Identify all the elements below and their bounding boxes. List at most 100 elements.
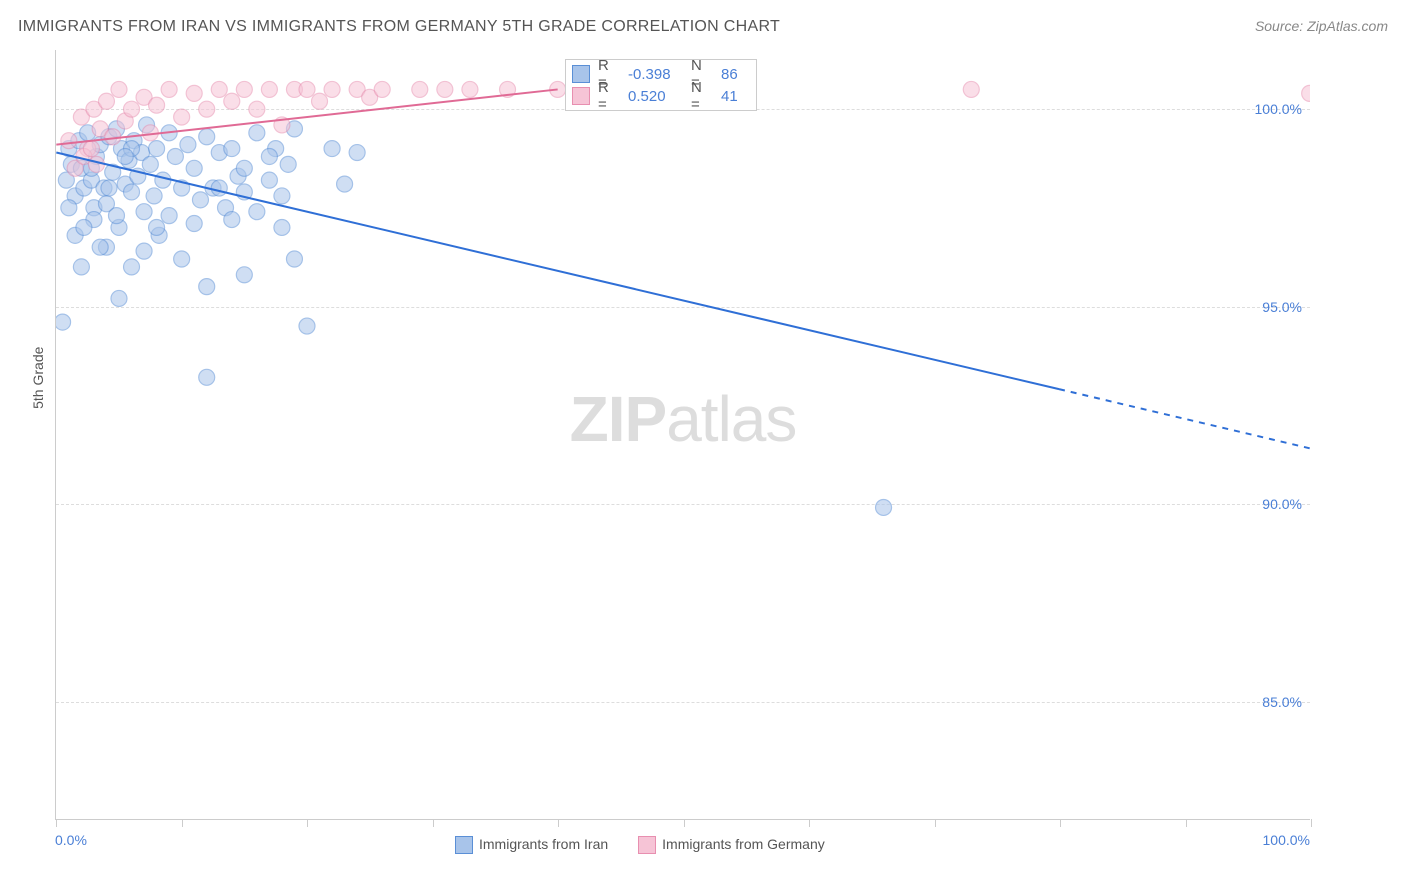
data-point-iran [56, 314, 71, 330]
data-point-germany [83, 141, 99, 157]
data-point-iran [174, 251, 190, 267]
stats-r-value: 0.520 [628, 88, 683, 105]
data-point-iran [136, 204, 152, 220]
data-point-germany [437, 81, 453, 97]
chart-title: IMMIGRANTS FROM IRAN VS IMMIGRANTS FROM … [18, 18, 780, 36]
x-tick [1186, 819, 1187, 827]
data-point-iran [155, 172, 171, 188]
regression-line-dashed-iran [1059, 389, 1310, 448]
data-point-germany [186, 85, 202, 101]
data-point-iran [101, 180, 117, 196]
x-tick [1060, 819, 1061, 827]
data-point-germany [199, 101, 215, 117]
data-point-iran [76, 219, 92, 235]
y-tick-label: 95.0% [1262, 299, 1310, 315]
data-point-iran [286, 251, 302, 267]
data-point-germany [261, 81, 277, 97]
data-point-germany [1302, 85, 1310, 101]
x-tick [433, 819, 434, 827]
stats-row-germany: R =0.520N =41 [572, 85, 746, 107]
data-point-iran [111, 290, 127, 306]
x-tick [307, 819, 308, 827]
plot-area: ZIPatlas 100.0%95.0%90.0%85.0% [55, 50, 1310, 820]
data-point-iran [146, 188, 162, 204]
data-point-iran [249, 125, 265, 141]
data-point-iran [61, 200, 77, 216]
data-point-iran [92, 239, 108, 255]
legend-item-iran: Immigrants from Iran [455, 836, 608, 854]
chart-container: IMMIGRANTS FROM IRAN VS IMMIGRANTS FROM … [0, 0, 1406, 892]
data-point-iran [337, 176, 353, 192]
data-point-iran [149, 141, 165, 157]
y-tick-label: 100.0% [1255, 101, 1310, 117]
x-tick [1311, 819, 1312, 827]
x-tick [182, 819, 183, 827]
legend-label: Immigrants from Germany [662, 836, 825, 852]
data-point-germany [249, 101, 265, 117]
y-axis-label: 5th Grade [30, 347, 46, 409]
data-point-iran [274, 188, 290, 204]
data-point-iran [142, 156, 158, 172]
data-point-iran [180, 137, 196, 153]
data-point-iran [876, 499, 892, 515]
x-tick [935, 819, 936, 827]
data-point-iran [161, 208, 177, 224]
data-point-iran [274, 219, 290, 235]
data-point-iran [186, 160, 202, 176]
data-point-iran [261, 148, 277, 164]
legend-item-germany: Immigrants from Germany [638, 836, 825, 854]
data-point-germany [412, 81, 428, 97]
source-attribution: Source: ZipAtlas.com [1255, 18, 1388, 34]
data-point-germany [105, 129, 121, 145]
y-tick-label: 90.0% [1262, 496, 1310, 512]
stats-swatch-germany [572, 87, 590, 105]
data-point-iran [199, 279, 215, 295]
bottom-legend: Immigrants from Iran Immigrants from Germ… [455, 836, 825, 854]
data-point-iran [149, 219, 165, 235]
legend-swatch-iran [455, 836, 473, 854]
data-point-iran [124, 259, 140, 275]
plot-svg [56, 50, 1310, 819]
stats-r-value: -0.398 [628, 66, 683, 83]
data-point-germany [374, 81, 390, 97]
data-point-iran [136, 243, 152, 259]
data-point-iran [261, 172, 277, 188]
data-point-iran [167, 148, 183, 164]
data-point-iran [199, 369, 215, 385]
data-point-iran [224, 212, 240, 228]
data-point-germany [236, 81, 252, 97]
stats-r-label: R = [598, 79, 620, 113]
data-point-iran [324, 141, 340, 157]
data-point-germany [963, 81, 979, 97]
stats-n-value: 86 [721, 66, 746, 83]
data-point-iran [349, 145, 365, 161]
x-tick [56, 819, 57, 827]
data-point-germany [211, 81, 227, 97]
data-point-iran [186, 216, 202, 232]
data-point-iran [236, 267, 252, 283]
data-point-germany [312, 93, 328, 109]
x-tick [684, 819, 685, 827]
data-point-iran [192, 192, 208, 208]
data-point-iran [224, 141, 240, 157]
data-point-iran [108, 208, 124, 224]
x-axis-label-min: 0.0% [55, 832, 87, 848]
stats-swatch-iran [572, 65, 590, 83]
regression-line-iran [56, 153, 1059, 390]
data-point-germany [124, 101, 140, 117]
data-point-germany [98, 93, 114, 109]
data-point-germany [88, 156, 104, 172]
data-point-germany [61, 133, 77, 149]
data-point-iran [236, 160, 252, 176]
legend-label: Immigrants from Iran [479, 836, 608, 852]
data-point-iran [117, 148, 133, 164]
legend-swatch-germany [638, 836, 656, 854]
data-point-iran [299, 318, 315, 334]
data-point-germany [462, 81, 478, 97]
x-tick [809, 819, 810, 827]
data-point-germany [111, 81, 127, 97]
data-point-iran [211, 180, 227, 196]
x-axis-label-max: 100.0% [1263, 832, 1310, 848]
data-point-iran [280, 156, 296, 172]
x-tick [558, 819, 559, 827]
